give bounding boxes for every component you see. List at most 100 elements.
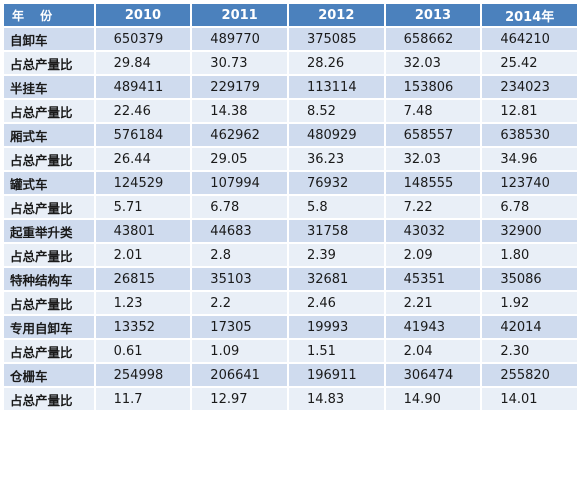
table-cell: 124529 bbox=[95, 172, 191, 194]
table-cell: 14.38 bbox=[192, 100, 287, 122]
table-cell: 22.46 bbox=[95, 100, 191, 122]
table-cell: 26815 bbox=[95, 268, 191, 290]
table-row: 特种结构车 26815 35103 32681 45351 35086 bbox=[4, 268, 577, 290]
table-cell: 32.03 bbox=[385, 148, 481, 170]
table-cell: 19993 bbox=[288, 316, 384, 338]
row-label: 占总产量比 bbox=[4, 292, 94, 314]
table-cell: 41943 bbox=[385, 316, 481, 338]
table-cell: 8.52 bbox=[288, 100, 384, 122]
table-cell: 2.21 bbox=[385, 292, 481, 314]
table-cell: 638530 bbox=[482, 124, 577, 146]
table-cell: 32681 bbox=[288, 268, 384, 290]
table-cell: 464210 bbox=[482, 28, 577, 50]
table-cell: 1.09 bbox=[192, 340, 287, 362]
table-cell: 0.61 bbox=[95, 340, 191, 362]
row-label: 半挂车 bbox=[4, 76, 94, 98]
table-cell: 2.46 bbox=[288, 292, 384, 314]
table-cell: 35103 bbox=[192, 268, 287, 290]
row-label: 占总产量比 bbox=[4, 148, 94, 170]
table-cell: 196911 bbox=[288, 364, 384, 386]
table-cell: 234023 bbox=[482, 76, 577, 98]
table-cell: 43801 bbox=[95, 220, 191, 242]
table-row: 厢式车 576184 462962 480929 658557 638530 bbox=[4, 124, 577, 146]
table-cell: 206641 bbox=[192, 364, 287, 386]
row-label: 起重举升类 bbox=[4, 220, 94, 242]
header-cell-year: 年 份 bbox=[4, 4, 94, 26]
row-label: 占总产量比 bbox=[4, 196, 94, 218]
table-cell: 34.96 bbox=[482, 148, 577, 170]
table-cell: 658557 bbox=[385, 124, 481, 146]
table-cell: 5.8 bbox=[288, 196, 384, 218]
row-label: 占总产量比 bbox=[4, 100, 94, 122]
table-row: 罐式车 124529 107994 76932 148555 123740 bbox=[4, 172, 577, 194]
table-cell: 12.97 bbox=[192, 388, 287, 410]
table-cell: 1.92 bbox=[482, 292, 577, 314]
table-row: 自卸车 650379 489770 375085 658662 464210 bbox=[4, 28, 577, 50]
table-cell: 1.23 bbox=[95, 292, 191, 314]
header-cell-2010: 2010 bbox=[95, 4, 191, 26]
production-table-container: 年 份 2010 2011 2012 2013 2014年 自卸车 650379 4… bbox=[2, 2, 579, 476]
table-cell: 489411 bbox=[95, 76, 191, 98]
table-cell: 7.48 bbox=[385, 100, 481, 122]
table-row: 起重举升类 43801 44683 31758 43032 32900 bbox=[4, 220, 577, 242]
table-row: 占总产量比 1.23 2.2 2.46 2.21 1.92 bbox=[4, 292, 577, 314]
row-label: 仓栅车 bbox=[4, 364, 94, 386]
table-row: 仓栅车 254998 206641 196911 306474 255820 bbox=[4, 364, 577, 386]
table-cell: 42014 bbox=[482, 316, 577, 338]
table-cell: 29.05 bbox=[192, 148, 287, 170]
table-cell: 14.83 bbox=[288, 388, 384, 410]
header-cell-2014: 2014年 bbox=[482, 4, 577, 26]
table-row: 占总产量比 5.71 6.78 5.8 7.22 6.78 bbox=[4, 196, 577, 218]
table-cell: 6.78 bbox=[192, 196, 287, 218]
row-label: 占总产量比 bbox=[4, 244, 94, 266]
table-cell: 229179 bbox=[192, 76, 287, 98]
header-cell-2013: 2013 bbox=[385, 4, 481, 26]
table-cell: 576184 bbox=[95, 124, 191, 146]
table-cell: 2.01 bbox=[95, 244, 191, 266]
table-cell: 6.78 bbox=[482, 196, 577, 218]
table-cell: 658662 bbox=[385, 28, 481, 50]
row-label: 自卸车 bbox=[4, 28, 94, 50]
header-row: 年 份 2010 2011 2012 2013 2014年 bbox=[4, 4, 577, 26]
header-cell-2012: 2012 bbox=[288, 4, 384, 26]
row-label: 厢式车 bbox=[4, 124, 94, 146]
table-cell: 2.30 bbox=[482, 340, 577, 362]
table-cell: 17305 bbox=[192, 316, 287, 338]
table-cell: 14.90 bbox=[385, 388, 481, 410]
table-cell: 489770 bbox=[192, 28, 287, 50]
table-cell: 45351 bbox=[385, 268, 481, 290]
table-row: 占总产量比 2.01 2.8 2.39 2.09 1.80 bbox=[4, 244, 577, 266]
table-cell: 26.44 bbox=[95, 148, 191, 170]
table-cell: 1.51 bbox=[288, 340, 384, 362]
table-cell: 1.80 bbox=[482, 244, 577, 266]
table-cell: 25.42 bbox=[482, 52, 577, 74]
table-cell: 650379 bbox=[95, 28, 191, 50]
row-label: 占总产量比 bbox=[4, 388, 94, 410]
table-cell: 13352 bbox=[95, 316, 191, 338]
table-cell: 113114 bbox=[288, 76, 384, 98]
table-cell: 2.04 bbox=[385, 340, 481, 362]
table-cell: 153806 bbox=[385, 76, 481, 98]
table-cell: 2.39 bbox=[288, 244, 384, 266]
table-row: 占总产量比 29.84 30.73 28.26 32.03 25.42 bbox=[4, 52, 577, 74]
table-cell: 11.7 bbox=[95, 388, 191, 410]
table-row: 占总产量比 22.46 14.38 8.52 7.48 12.81 bbox=[4, 100, 577, 122]
table-cell: 148555 bbox=[385, 172, 481, 194]
table-cell: 254998 bbox=[95, 364, 191, 386]
table-cell: 28.26 bbox=[288, 52, 384, 74]
table-row: 占总产量比 0.61 1.09 1.51 2.04 2.30 bbox=[4, 340, 577, 362]
table-cell: 2.8 bbox=[192, 244, 287, 266]
table-cell: 306474 bbox=[385, 364, 481, 386]
table-cell: 107994 bbox=[192, 172, 287, 194]
table-cell: 2.2 bbox=[192, 292, 287, 314]
table-cell: 32900 bbox=[482, 220, 577, 242]
table-cell: 29.84 bbox=[95, 52, 191, 74]
table-cell: 14.01 bbox=[482, 388, 577, 410]
table-cell: 31758 bbox=[288, 220, 384, 242]
table-cell: 43032 bbox=[385, 220, 481, 242]
table-cell: 5.71 bbox=[95, 196, 191, 218]
header-cell-2011: 2011 bbox=[192, 4, 287, 26]
table-row: 占总产量比 26.44 29.05 36.23 32.03 34.96 bbox=[4, 148, 577, 170]
row-label: 占总产量比 bbox=[4, 52, 94, 74]
table-cell: 44683 bbox=[192, 220, 287, 242]
